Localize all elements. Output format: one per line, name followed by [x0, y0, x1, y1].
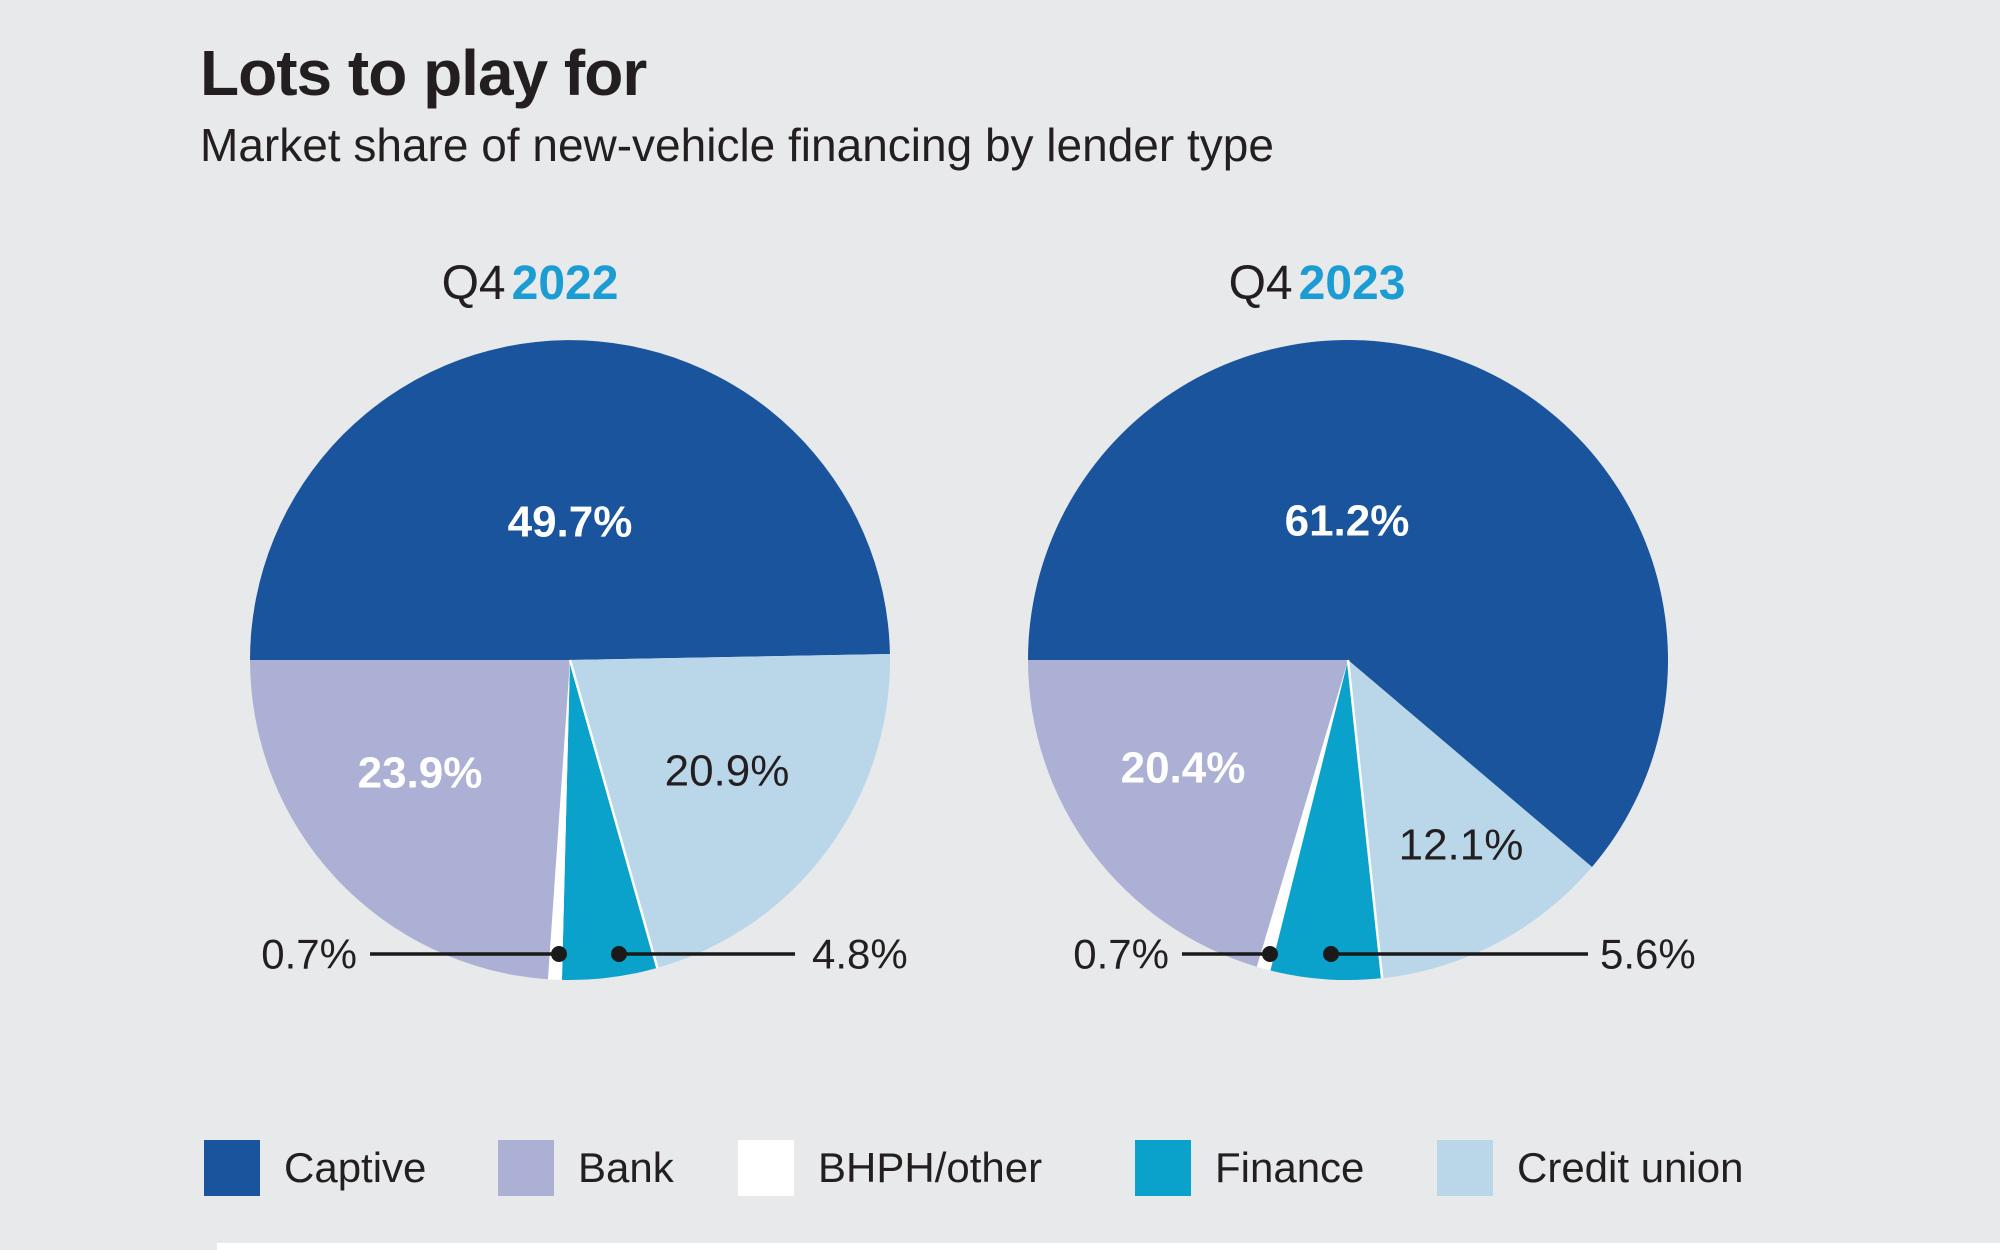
legend-label: BHPH/other	[818, 1144, 1043, 1191]
legend-label: Captive	[284, 1144, 427, 1191]
period-year: 2022	[511, 257, 619, 310]
legend-item-credit-union: Credit union	[1437, 1140, 1743, 1196]
legend-swatch-finance	[1135, 1140, 1191, 1196]
value-label-bhph-other: 0.7%	[1073, 931, 1169, 978]
value-label-bank: 20.4%	[1121, 744, 1246, 793]
pie-slice-bank	[250, 660, 570, 980]
pie-slice-finance	[1270, 660, 1383, 981]
pie-header-q4-2023: Q4 2023	[1229, 260, 1406, 308]
pie-slice-credit-union	[570, 653, 890, 968]
chart-title: Lots to play for	[200, 37, 647, 109]
leader-dot	[1323, 946, 1339, 962]
value-label-finance: 4.8%	[812, 931, 908, 978]
legend-item-finance: Finance	[1135, 1140, 1364, 1196]
legend: Captive Bank BHPH/other Finance Credit u…	[0, 1140, 2000, 1196]
leader-dot	[1262, 946, 1278, 962]
pie-slice-bhph-other	[547, 660, 570, 980]
value-label-captive: 49.7%	[508, 498, 633, 547]
legend-label: Credit union	[1517, 1144, 1744, 1191]
leader-dot	[611, 946, 627, 962]
chart-subtitle: Market share of new-vehicle financing by…	[200, 119, 1274, 171]
value-label-bhph-other: 0.7%	[261, 931, 357, 978]
legend-swatch-bhph-other	[738, 1140, 794, 1196]
value-label-captive: 61.2%	[1285, 497, 1410, 546]
legend-item-bank: Bank	[498, 1140, 674, 1196]
pie-slice-captive	[250, 340, 890, 660]
bottom-strip	[217, 1243, 2000, 1250]
legend-swatch-captive	[204, 1140, 260, 1196]
value-label-credit-union: 20.9%	[665, 747, 790, 796]
value-label-credit-union: 12.1%	[1399, 821, 1524, 870]
leader-dot	[551, 946, 567, 962]
pie-slice-bank	[1028, 660, 1348, 967]
pie-slice-credit-union	[1348, 660, 1592, 979]
period-prefix: Q4	[441, 257, 506, 310]
legend-item-bhph-other: BHPH/other	[738, 1140, 1042, 1196]
value-label-finance: 5.6%	[1600, 931, 1696, 978]
pie-slice-bhph-other	[1256, 660, 1348, 971]
slice-separator	[568, 659, 659, 969]
pie-slice-captive	[1028, 340, 1668, 868]
legend-label: Finance	[1215, 1144, 1365, 1191]
period-prefix: Q4	[1228, 257, 1293, 310]
period-year: 2023	[1298, 257, 1406, 310]
pie-header-q4-2022: Q4 2022	[442, 260, 619, 308]
slice-separator	[1346, 659, 1384, 979]
legend-label: Bank	[578, 1144, 674, 1191]
pie-slice-finance	[561, 660, 658, 981]
value-label-bank: 23.9%	[358, 749, 483, 798]
legend-swatch-bank	[498, 1140, 554, 1196]
legend-swatch-credit-union	[1437, 1140, 1493, 1196]
legend-item-captive: Captive	[204, 1140, 426, 1196]
